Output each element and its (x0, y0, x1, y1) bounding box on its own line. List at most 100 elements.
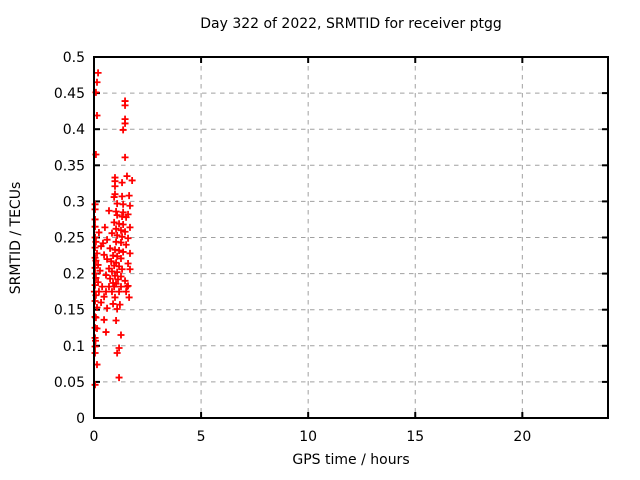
y-tick-label: 0.45 (54, 86, 85, 102)
plus-marker (112, 225, 120, 233)
x-tick-label: 20 (513, 429, 531, 445)
x-tick-label: 5 (197, 429, 206, 445)
y-tick-label: 0.5 (63, 50, 85, 66)
plus-marker (106, 244, 114, 252)
plus-marker (102, 271, 110, 279)
plus-marker (95, 288, 103, 296)
plus-marker (109, 300, 117, 308)
plus-marker (119, 200, 127, 208)
grid-lines (94, 57, 608, 418)
plus-marker (117, 226, 125, 234)
plus-marker (95, 228, 103, 236)
plus-marker (111, 293, 119, 301)
plus-marker (118, 192, 126, 200)
y-tick-label: 0.4 (63, 122, 85, 138)
plus-marker (115, 288, 123, 296)
plus-marker (113, 349, 121, 357)
plus-marker (128, 176, 136, 184)
plus-marker (119, 208, 127, 216)
plus-marker (111, 182, 119, 190)
plus-marker (97, 242, 105, 250)
plus-marker (112, 317, 120, 325)
plus-marker (112, 208, 120, 216)
plus-marker (91, 297, 99, 305)
plus-marker (119, 126, 127, 134)
plus-marker (114, 275, 122, 283)
plus-marker (122, 213, 130, 221)
plus-marker (115, 374, 123, 382)
plus-marker (125, 192, 133, 200)
plus-marker (119, 248, 127, 256)
plus-marker (101, 223, 109, 231)
y-tick-label: 0.05 (54, 375, 85, 391)
plus-marker (123, 172, 131, 180)
axis-tick-marks (93, 56, 608, 419)
plus-marker (125, 293, 133, 301)
data-points (90, 69, 136, 389)
plus-marker (124, 259, 132, 267)
plus-marker (91, 349, 99, 357)
plus-marker (91, 223, 99, 231)
y-tick-label: 0.1 (63, 339, 85, 355)
plus-marker (100, 251, 108, 259)
chart-title: Day 322 of 2022, SRMTID for receiver ptg… (200, 16, 502, 32)
plus-marker (96, 267, 104, 275)
plot-border (93, 56, 609, 419)
plus-marker (102, 328, 110, 336)
x-tick-label: 15 (406, 429, 424, 445)
y-tick-label: 0.3 (63, 194, 85, 210)
plus-marker (110, 283, 118, 291)
plus-marker (126, 249, 134, 257)
plus-marker (100, 293, 108, 301)
plus-marker (98, 283, 106, 291)
y-tick-label: 0.15 (54, 303, 85, 319)
plus-marker (113, 200, 121, 208)
y-tick-labels: 0 0.05 0.1 0.15 0.2 0.25 0.3 0.35 0.4 0.45 0.5 (54, 50, 85, 427)
y-tick-label: 0 (76, 411, 85, 427)
plus-marker (105, 207, 113, 215)
plus-marker (126, 202, 134, 210)
plus-marker (113, 252, 121, 260)
plus-marker (111, 272, 119, 280)
plus-marker (118, 233, 126, 241)
plus-marker (118, 265, 126, 273)
plus-marker (113, 211, 121, 219)
x-tick-label: 0 (90, 429, 99, 445)
plus-marker (91, 205, 99, 213)
plus-marker (100, 316, 108, 324)
plus-marker (117, 254, 125, 262)
plus-marker (107, 257, 115, 265)
plus-marker (91, 215, 99, 223)
plus-marker (113, 268, 121, 276)
plus-marker (117, 331, 125, 339)
plus-marker (91, 244, 99, 252)
plus-marker (110, 218, 118, 226)
y-tick-label: 0.2 (63, 267, 85, 283)
plus-marker (103, 304, 111, 312)
plus-marker (91, 281, 99, 289)
plus-marker (122, 241, 130, 249)
plus-marker (102, 288, 110, 296)
plus-marker (108, 229, 116, 237)
plus-marker (126, 223, 134, 231)
plus-marker (113, 231, 121, 239)
plus-marker (115, 344, 123, 352)
plus-marker (118, 179, 126, 187)
plus-marker (121, 153, 129, 161)
plus-marker (106, 275, 114, 283)
plus-marker (103, 255, 111, 263)
plus-marker (126, 265, 134, 273)
plus-marker (121, 228, 129, 236)
y-tick-label: 0.35 (54, 158, 85, 174)
plus-marker (122, 288, 130, 296)
x-axis-label: GPS time / hours (292, 452, 410, 468)
plus-marker (108, 288, 116, 296)
plus-marker (124, 234, 132, 242)
plus-marker (117, 283, 125, 291)
plus-marker (117, 239, 125, 247)
plus-marker (110, 193, 118, 201)
x-tick-label: 10 (299, 429, 317, 445)
plus-marker (113, 305, 121, 313)
